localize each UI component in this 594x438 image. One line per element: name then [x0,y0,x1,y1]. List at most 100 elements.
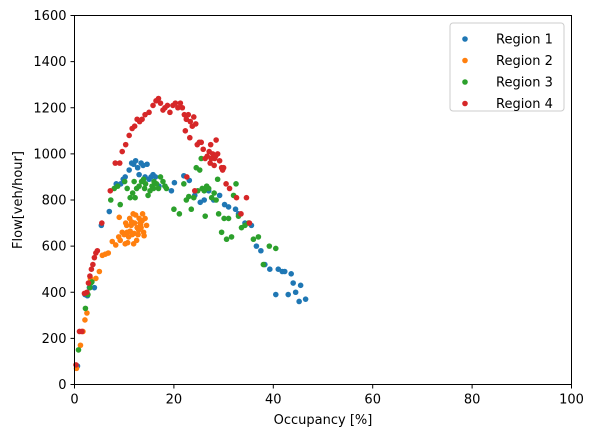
data-point [208,155,214,162]
data-point [142,215,148,222]
data-point [121,178,128,185]
data-point [207,141,214,148]
data-point [146,109,152,116]
legend-label: Region 2 [496,54,553,69]
x-tick-label: 40 [265,393,282,408]
data-point [145,192,151,199]
data-point [188,206,195,213]
data-point [122,174,128,180]
y-tick-label: 1200 [33,101,66,116]
data-point [91,284,98,291]
data-point [99,220,105,226]
data-point [219,167,226,173]
data-point [117,201,124,208]
series-4 [73,95,253,368]
data-point [225,204,232,210]
data-point [150,102,156,109]
data-point [164,102,171,109]
data-point [226,185,233,192]
data-point [211,162,217,169]
data-point [122,141,129,148]
data-point [79,328,85,335]
data-point [132,157,139,164]
data-point [233,194,240,201]
data-point [258,247,264,254]
data-point [201,197,208,203]
x-axis-label: Occupancy [%] [274,413,373,428]
data-point [119,148,126,155]
x-axis-ticks: 0 20 40 60 80 100 [70,384,584,408]
data-point [192,121,199,127]
data-point [296,298,302,305]
data-point [297,282,304,289]
data-point [211,190,217,196]
data-point [250,236,257,243]
data-point [208,194,215,201]
legend-marker [462,57,468,64]
data-point [87,273,93,279]
data-point [223,236,230,243]
data-point [140,176,147,183]
data-point [213,137,219,143]
data-point [157,174,164,180]
data-point [172,100,179,106]
data-point [167,109,173,116]
data-point [190,194,197,201]
data-point [200,146,207,153]
data-point [243,194,250,201]
data-point [90,261,96,268]
data-point [181,111,188,118]
data-point [112,242,119,248]
data-point [93,275,99,282]
data-point [112,160,119,166]
data-point [181,181,187,187]
data-point [134,164,141,171]
data-point [212,153,219,159]
data-point [116,160,123,166]
data-point [126,132,132,139]
data-point [201,187,208,194]
data-point [175,104,181,111]
legend-marker [462,36,468,42]
data-point [292,289,299,296]
data-point [107,197,114,203]
x-tick-label: 20 [166,393,183,408]
data-point [131,230,137,237]
data-point [272,291,279,298]
data-point [139,211,146,217]
data-point [223,181,229,187]
data-point [84,310,90,316]
data-point [232,206,239,213]
data-point [141,232,147,239]
data-point [75,347,82,353]
legend-marker [462,79,468,85]
data-point [114,183,121,189]
data-point [198,155,205,162]
data-point [131,123,138,129]
y-tick-label: 600 [42,240,67,255]
data-point [185,111,192,118]
data-point [221,215,227,222]
data-point [109,238,116,245]
data-point [116,214,123,221]
data-point [130,211,136,217]
data-point [142,181,149,187]
data-point [127,194,133,201]
data-point [228,234,235,240]
legend: Region 1 Region 2 Region 3 Region 4 [449,22,565,112]
y-tick-label: 0 [58,378,66,393]
data-point [253,243,260,249]
data-point [302,296,309,302]
data-point [135,227,142,233]
data-point [218,229,225,236]
data-point [124,185,130,192]
data-point [238,211,244,217]
data-point [94,247,101,254]
data-point [281,268,288,275]
legend-label: Region 1 [496,33,553,48]
data-point [117,237,124,244]
data-point [132,194,138,201]
data-point [213,197,219,203]
data-point [225,215,232,222]
